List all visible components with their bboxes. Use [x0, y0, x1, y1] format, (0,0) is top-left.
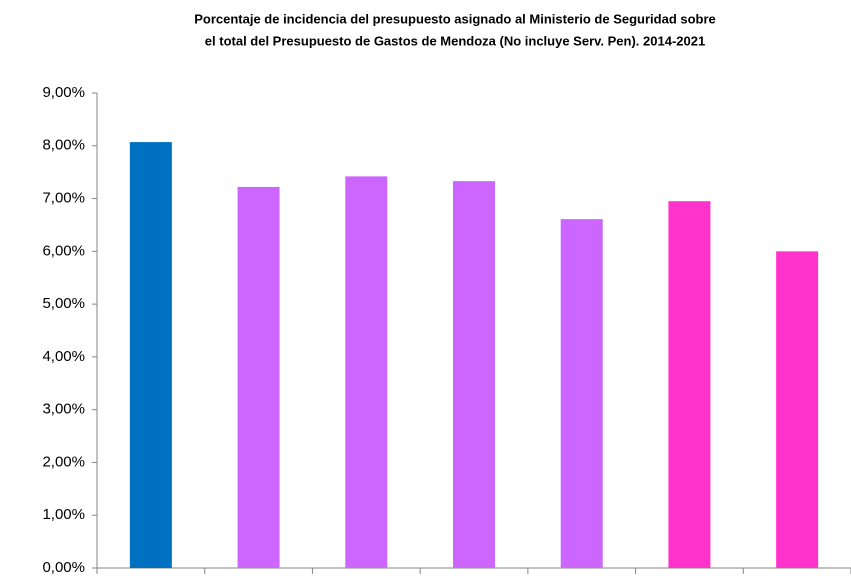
bar: [560, 219, 603, 568]
chart-title: el total del Presupuesto de Gastos de Me…: [205, 33, 705, 48]
y-tick-label: 3,00%: [42, 401, 85, 418]
bar: [237, 186, 280, 568]
y-tick-label: 5,00%: [42, 295, 85, 312]
bar: [668, 201, 711, 568]
y-tick-label: 6,00%: [42, 242, 85, 259]
y-tick-label: 7,00%: [42, 190, 85, 207]
y-tick-label: 2,00%: [42, 453, 85, 470]
bar: [345, 176, 388, 568]
bar: [776, 251, 819, 569]
y-tick-label: 0,00%: [42, 559, 85, 576]
bar: [453, 181, 495, 568]
y-tick-label: 9,00%: [42, 84, 85, 101]
bar: [129, 142, 172, 569]
chart-title: Porcentaje de incidencia del presupuesto…: [194, 11, 716, 26]
y-tick-label: 1,00%: [42, 506, 85, 523]
y-tick-label: 8,00%: [42, 137, 85, 154]
y-tick-label: 4,00%: [42, 348, 85, 365]
